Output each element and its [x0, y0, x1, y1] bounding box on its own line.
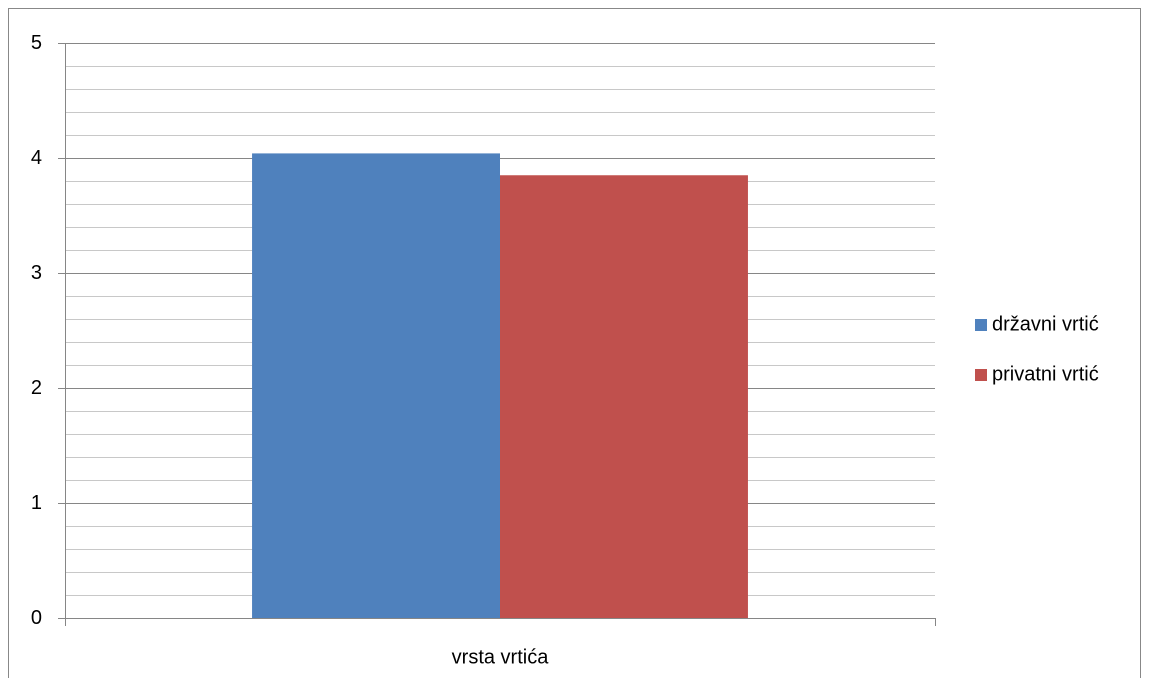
bar	[252, 153, 500, 618]
y-tick-label: 5	[31, 32, 42, 54]
x-tick-label: vrsta vrtića	[452, 646, 550, 668]
legend-label: privatni vrtić	[992, 363, 1099, 385]
y-tick-label: 2	[31, 377, 42, 399]
legend-swatch	[975, 319, 987, 331]
y-tick-label: 0	[31, 607, 42, 629]
y-tick-label: 3	[31, 262, 42, 284]
y-tick-label: 1	[31, 492, 42, 514]
legend-swatch	[975, 369, 987, 381]
bar	[500, 175, 748, 618]
legend-label: državni vrtić	[992, 313, 1099, 335]
y-tick-label: 4	[31, 147, 42, 169]
